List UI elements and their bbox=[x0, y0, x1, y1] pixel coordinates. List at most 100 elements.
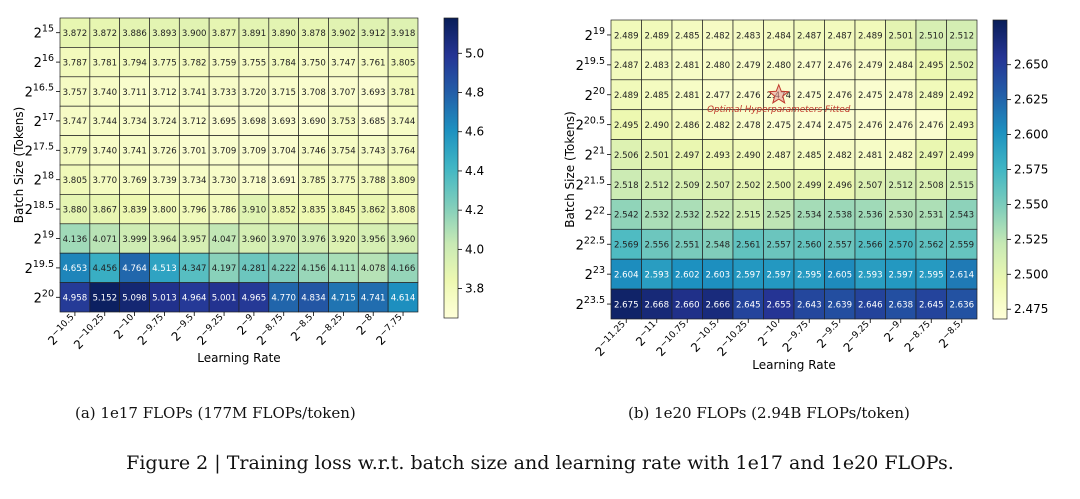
heatmap-cell bbox=[946, 139, 978, 170]
cell-value-label: 2.501 bbox=[888, 31, 913, 41]
cell-value-label: 2.593 bbox=[858, 270, 883, 280]
cell-value-label: 3.960 bbox=[391, 235, 416, 245]
heatmap-cell bbox=[59, 135, 91, 166]
cell-value-label: 2.597 bbox=[736, 270, 761, 280]
annotation-label: Optimal Hyperparameters Fitted bbox=[707, 105, 851, 115]
heatmap-cell bbox=[59, 105, 91, 136]
heatmap-cell bbox=[946, 109, 978, 140]
heatmap-cell bbox=[59, 164, 91, 195]
cell-value-label: 3.757 bbox=[63, 88, 88, 98]
heatmap-cell bbox=[268, 135, 299, 166]
heatmap-cell bbox=[89, 282, 121, 313]
cell-value-label: 4.834 bbox=[301, 294, 326, 304]
y-tick-label: 219.5 bbox=[576, 56, 605, 74]
cell-value-label: 2.512 bbox=[644, 181, 669, 191]
cell-value-label: 2.668 bbox=[644, 300, 669, 310]
cell-value-label: 2.557 bbox=[827, 241, 852, 251]
heatmap-cell bbox=[641, 19, 673, 51]
subfigure-b-caption: (b) 1e20 FLOPs (2.94B FLOPs/token) bbox=[628, 404, 910, 422]
heatmap-cell bbox=[268, 47, 299, 78]
heatmap-cell bbox=[387, 76, 419, 107]
cell-value-label: 3.877 bbox=[212, 29, 237, 39]
heatmap-cell bbox=[387, 252, 419, 283]
colorbar-tick-label: 2.625 bbox=[1014, 93, 1048, 107]
cell-value-label: 2.603 bbox=[705, 270, 730, 280]
cell-value-label: 2.479 bbox=[736, 61, 761, 71]
cell-value-label: 3.786 bbox=[212, 205, 237, 215]
heatmap-cell bbox=[793, 19, 825, 51]
heatmap-cell bbox=[328, 47, 359, 78]
cell-value-label: 2.646 bbox=[858, 300, 883, 310]
cell-value-label: 3.781 bbox=[92, 58, 117, 68]
cell-value-label: 2.506 bbox=[614, 151, 639, 161]
heatmap-cell bbox=[641, 79, 673, 111]
cell-value-label: 4.078 bbox=[361, 264, 386, 274]
cell-value-label: 3.741 bbox=[182, 88, 207, 98]
cell-value-label: 3.999 bbox=[122, 235, 147, 245]
cell-value-label: 3.956 bbox=[361, 235, 386, 245]
cell-value-label: 3.753 bbox=[331, 117, 356, 127]
heatmap-cell bbox=[59, 223, 91, 254]
heatmap-panel-a: 3.872 3.872 3.886 3.893 3.900 3.877 3.891 3.890… bbox=[12, 17, 484, 365]
heatmap-cell bbox=[357, 282, 389, 313]
cell-value-label: 3.701 bbox=[182, 147, 207, 157]
cell-value-label: 2.475 bbox=[858, 91, 883, 101]
y-tick-label: 217.5 bbox=[25, 141, 54, 159]
heatmap-cell bbox=[387, 17, 419, 48]
heatmap-cell bbox=[178, 47, 210, 78]
heatmap-cell bbox=[298, 194, 329, 225]
cell-value-label: 3.715 bbox=[271, 88, 296, 98]
cell-value-label: 3.698 bbox=[242, 117, 267, 127]
cell-value-label: 3.839 bbox=[122, 205, 147, 215]
heatmap-cell bbox=[238, 135, 270, 166]
cell-value-label: 2.478 bbox=[888, 91, 913, 101]
cell-value-label: 3.809 bbox=[391, 176, 416, 186]
cell-value-label: 4.513 bbox=[152, 264, 177, 274]
heatmap-cell bbox=[238, 223, 270, 254]
heatmap-cell bbox=[702, 258, 734, 290]
heatmap-cell bbox=[824, 199, 856, 230]
heatmap-cell bbox=[763, 228, 795, 260]
heatmap-cell bbox=[854, 109, 886, 140]
heatmap-cell bbox=[915, 139, 947, 170]
cell-value-label: 2.481 bbox=[858, 151, 883, 161]
cell-value-label: 2.475 bbox=[797, 91, 822, 101]
cell-value-label: 2.655 bbox=[766, 300, 791, 310]
y-tick-label: 216.5 bbox=[25, 83, 54, 101]
x-tick-label: 2−9.75 bbox=[134, 313, 170, 349]
heatmap-cell bbox=[915, 228, 947, 260]
heatmap-cell bbox=[854, 258, 886, 290]
cell-value-label: 3.976 bbox=[301, 235, 326, 245]
cell-value-label: 2.604 bbox=[614, 270, 639, 280]
cell-value-label: 2.515 bbox=[736, 211, 761, 221]
cell-value-label: 2.643 bbox=[797, 300, 822, 310]
cell-value-label: 3.764 bbox=[391, 147, 416, 157]
heatmap-cell bbox=[671, 19, 703, 51]
heatmap-cell bbox=[238, 76, 270, 107]
cell-value-label: 2.479 bbox=[858, 61, 883, 71]
x-axis-label: Learning Rate bbox=[197, 351, 280, 365]
cell-value-label: 3.712 bbox=[152, 88, 177, 98]
heatmap-cell bbox=[119, 194, 150, 225]
heatmap-cell bbox=[885, 258, 917, 290]
cell-value-label: 2.475 bbox=[766, 121, 791, 131]
cell-value-label: 3.695 bbox=[212, 117, 237, 127]
heatmap-cell bbox=[298, 164, 329, 195]
heatmap-cell bbox=[387, 47, 419, 78]
heatmap-cell bbox=[763, 199, 795, 230]
cell-value-label: 2.561 bbox=[736, 241, 761, 251]
heatmap-cell bbox=[298, 105, 329, 136]
heatmap-cell bbox=[387, 105, 419, 136]
cell-value-label: 2.593 bbox=[644, 270, 669, 280]
heatmap-cell bbox=[89, 252, 121, 283]
y-tick-label: 218 bbox=[34, 171, 54, 189]
cell-value-label: 3.720 bbox=[242, 88, 267, 98]
heatmap-cell bbox=[610, 288, 642, 320]
heatmap-cell bbox=[119, 135, 150, 166]
heatmap-cell bbox=[149, 105, 180, 136]
figure-caption: Figure 2 | Training loss w.r.t. batch si… bbox=[126, 452, 954, 474]
cell-value-label: 2.490 bbox=[736, 151, 761, 161]
heatmap-cell bbox=[732, 228, 764, 260]
heatmap-cell bbox=[119, 252, 150, 283]
cell-value-label: 2.515 bbox=[949, 181, 974, 191]
